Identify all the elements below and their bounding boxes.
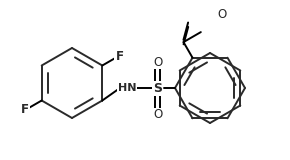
Text: O: O (153, 56, 163, 68)
Text: F: F (115, 50, 124, 63)
Text: O: O (153, 108, 163, 121)
Text: F: F (21, 103, 28, 116)
Text: O: O (218, 8, 226, 20)
Text: HN: HN (118, 83, 136, 93)
Text: S: S (153, 81, 162, 95)
